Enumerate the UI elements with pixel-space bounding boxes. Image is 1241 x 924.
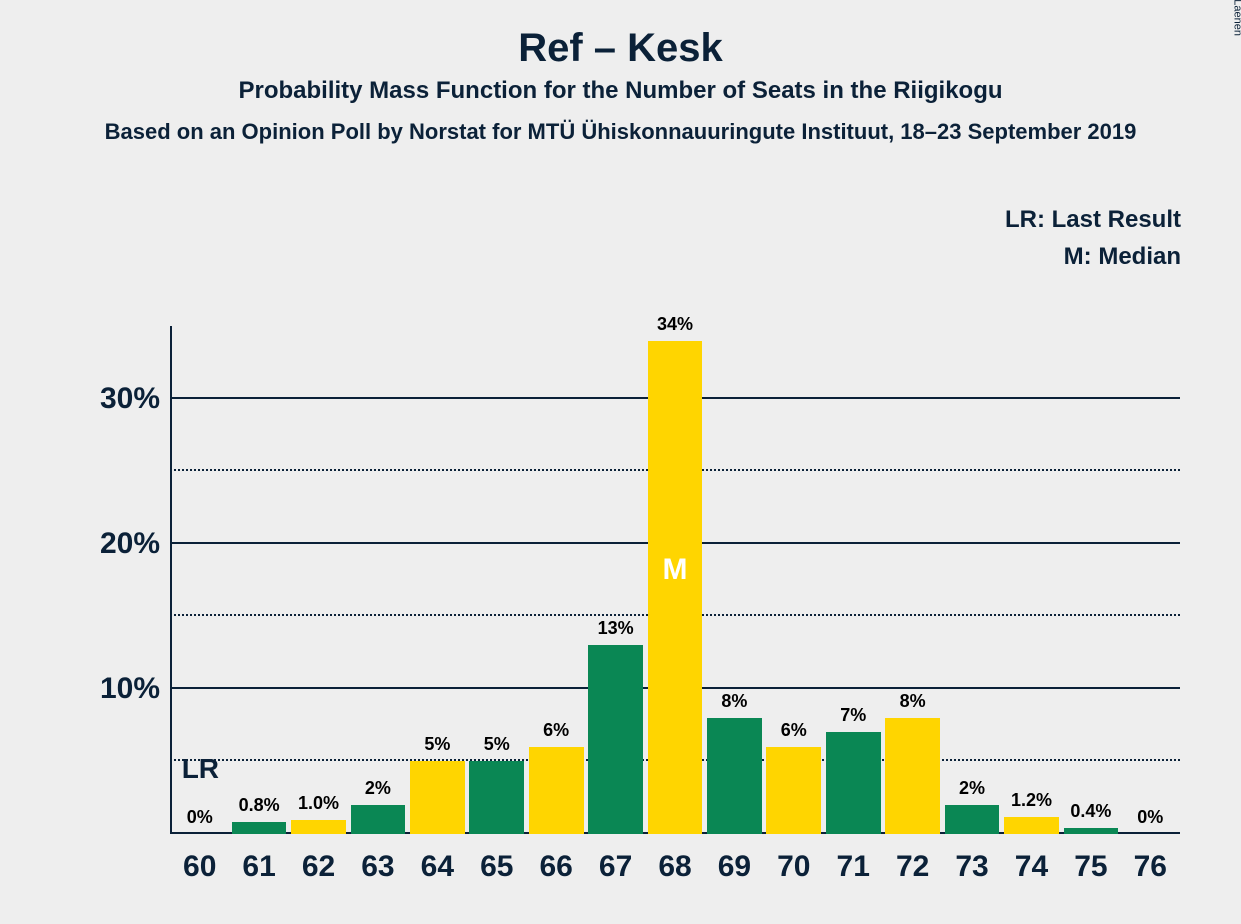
x-tick-label: 66 [526,850,586,884]
y-tick-label: 10% [70,672,160,706]
chart-subtitle: Probability Mass Function for the Number… [0,77,1241,105]
legend-m: M: Median [1005,238,1181,275]
bar-value-label: 2% [338,778,418,799]
bar [291,820,346,835]
bar-value-label: 8% [694,691,774,712]
legend-lr: LR: Last Result [1005,201,1181,238]
x-tick-label: 75 [1061,850,1121,884]
x-tick-label: 70 [764,850,824,884]
x-tick-label: 60 [170,850,230,884]
bar [410,761,465,834]
x-tick-label: 73 [942,850,1002,884]
bar [529,747,584,834]
bar [351,805,406,834]
y-tick-label: 30% [70,382,160,416]
x-tick-label: 62 [289,850,349,884]
y-axis-line [170,326,172,834]
x-tick-label: 74 [1001,850,1061,884]
x-tick-label: 67 [586,850,646,884]
last-result-marker: LR [182,753,219,785]
legend-box: LR: Last Result M: Median [1005,201,1181,275]
x-tick-label: 71 [823,850,883,884]
x-tick-label: 72 [883,850,943,884]
chart-source: Based on an Opinion Poll by Norstat for … [0,119,1241,145]
bar-value-label: 13% [576,618,656,639]
y-tick-label: 20% [70,527,160,561]
x-tick-label: 61 [229,850,289,884]
bar [826,732,881,834]
copyright-notice: © 2020 Filip van Laenen [1231,0,1241,36]
bar-value-label: 0% [1110,807,1190,828]
bar-value-label: 8% [873,691,953,712]
x-tick-label: 76 [1120,850,1180,884]
x-tick-label: 69 [704,850,764,884]
bar [766,747,821,834]
bar [588,645,643,834]
bar-value-label: 6% [516,720,596,741]
bar [232,822,287,834]
chart-title: Ref – Kesk [0,26,1241,71]
bar [469,761,524,834]
x-tick-label: 65 [467,850,527,884]
chart-plot-area: 10%20%30%0%600.8%611.0%622%635%645%656%6… [170,326,1180,834]
x-tick-label: 63 [348,850,408,884]
x-tick-label: 64 [407,850,467,884]
x-tick-label: 68 [645,850,705,884]
bar [885,718,940,834]
median-marker: M [655,553,695,587]
bar [1064,828,1119,834]
bar-value-label: 34% [635,314,715,335]
